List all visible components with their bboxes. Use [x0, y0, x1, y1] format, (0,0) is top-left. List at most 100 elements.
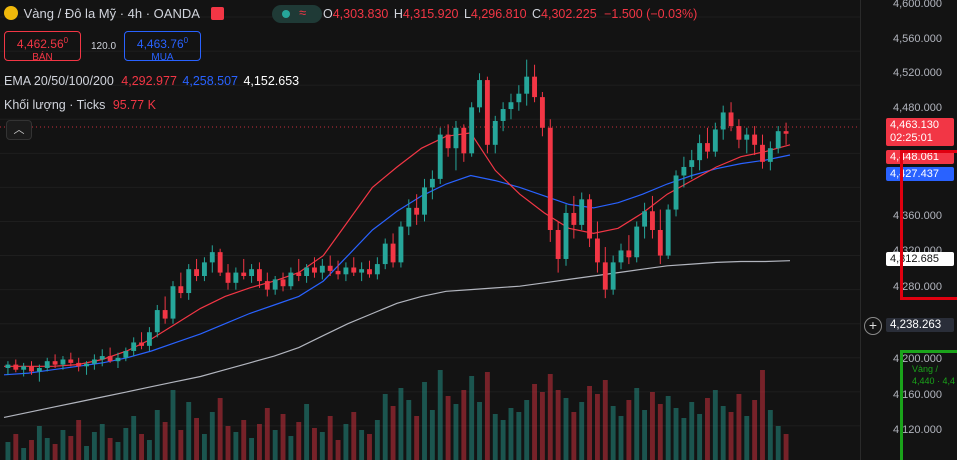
symbol-title[interactable]: Vàng / Đô la Mỹ · 4h · OANDA [23, 6, 200, 21]
candle[interactable] [414, 194, 420, 225]
candle[interactable] [422, 178, 427, 222]
candle[interactable] [618, 243, 624, 270]
candle[interactable] [477, 73, 482, 113]
candle[interactable] [563, 204, 569, 266]
candle[interactable] [720, 105, 726, 140]
candle[interactable] [382, 238, 388, 270]
candle[interactable] [665, 204, 671, 259]
candle[interactable] [398, 221, 404, 268]
candle[interactable] [579, 192, 585, 230]
candle[interactable] [681, 156, 687, 188]
candle[interactable] [760, 134, 765, 169]
candle[interactable] [524, 59, 530, 106]
candle[interactable] [594, 221, 600, 273]
candle[interactable] [123, 347, 129, 362]
candle[interactable] [406, 199, 412, 236]
candle[interactable] [697, 134, 703, 171]
candle[interactable] [304, 264, 310, 283]
candle[interactable] [359, 262, 365, 282]
candle[interactable] [76, 357, 82, 372]
candle[interactable] [767, 141, 773, 171]
candle[interactable] [335, 260, 341, 280]
candle[interactable] [367, 260, 372, 278]
candle[interactable] [99, 349, 105, 367]
candle[interactable] [154, 304, 160, 338]
candle[interactable] [296, 258, 302, 282]
candle[interactable] [571, 195, 577, 239]
buy-button[interactable]: 4,463.760 MUA [124, 31, 201, 63]
candle[interactable] [728, 102, 734, 132]
sell-button[interactable]: 4,462.560 BÁN [4, 31, 81, 63]
add-alert-button[interactable]: + [864, 317, 882, 335]
candle[interactable] [650, 195, 655, 239]
candle[interactable] [689, 149, 695, 179]
candle[interactable] [327, 255, 333, 276]
candle[interactable] [642, 202, 648, 239]
candle[interactable] [186, 264, 192, 300]
candle[interactable] [343, 262, 349, 282]
candle[interactable] [775, 126, 781, 154]
candle[interactable] [280, 272, 286, 292]
candle[interactable] [429, 170, 435, 200]
candle[interactable] [115, 352, 121, 368]
candle[interactable] [602, 247, 608, 299]
candle[interactable] [555, 221, 561, 273]
candle[interactable] [634, 221, 640, 263]
candle[interactable] [673, 170, 679, 217]
candle[interactable] [461, 124, 467, 162]
candle[interactable] [60, 356, 66, 370]
candle[interactable] [272, 276, 278, 295]
candle[interactable] [139, 332, 144, 350]
candle[interactable] [705, 127, 710, 159]
candle[interactable] [146, 327, 152, 351]
candle[interactable] [107, 347, 113, 363]
candle[interactable] [178, 272, 184, 299]
candle[interactable] [319, 258, 325, 280]
candle[interactable] [241, 258, 247, 280]
candle[interactable] [91, 354, 97, 370]
candle[interactable] [508, 93, 514, 120]
candle[interactable] [744, 127, 750, 154]
candle[interactable] [44, 357, 50, 372]
candle[interactable] [52, 354, 58, 368]
candle[interactable] [257, 262, 262, 288]
candle[interactable] [209, 245, 215, 273]
candle[interactable] [390, 233, 396, 268]
ema-legend[interactable]: EMA 20/50/100/200 4,292.977 4,258.507 4,… [4, 74, 299, 88]
candle[interactable] [13, 359, 19, 373]
chart-area[interactable] [0, 0, 860, 460]
volume-legend[interactable]: Khối lượng · Ticks 95.77 K [4, 98, 156, 112]
candle[interactable] [5, 361, 11, 375]
candle[interactable] [21, 362, 27, 377]
candle[interactable] [626, 235, 632, 265]
candle[interactable] [201, 257, 207, 282]
candle[interactable] [351, 257, 357, 276]
candle[interactable] [657, 209, 663, 265]
candle[interactable] [374, 257, 380, 280]
candle[interactable] [225, 264, 231, 290]
candle[interactable] [36, 364, 42, 382]
candle[interactable] [131, 337, 137, 357]
candle[interactable] [437, 127, 443, 184]
candle[interactable] [484, 76, 490, 154]
candle[interactable] [264, 272, 270, 297]
price-axis[interactable] [860, 0, 957, 460]
candle[interactable] [233, 267, 239, 290]
candle[interactable] [532, 64, 537, 103]
candle[interactable] [712, 122, 718, 157]
collapse-legend-button[interactable]: ︿ [6, 120, 32, 140]
candle[interactable] [84, 361, 89, 375]
candle[interactable] [162, 296, 168, 324]
candle[interactable] [492, 115, 498, 154]
candle[interactable] [194, 258, 200, 282]
candle[interactable] [312, 257, 317, 278]
candle[interactable] [587, 194, 593, 248]
candle[interactable] [170, 281, 176, 324]
candlestick-chart[interactable] [0, 0, 860, 460]
candle[interactable] [500, 102, 506, 132]
candle[interactable] [783, 122, 789, 145]
candle[interactable] [516, 85, 522, 111]
candle[interactable] [217, 248, 223, 276]
candle[interactable] [610, 255, 616, 295]
indicator-toggle[interactable]: ≈ [272, 5, 322, 23]
